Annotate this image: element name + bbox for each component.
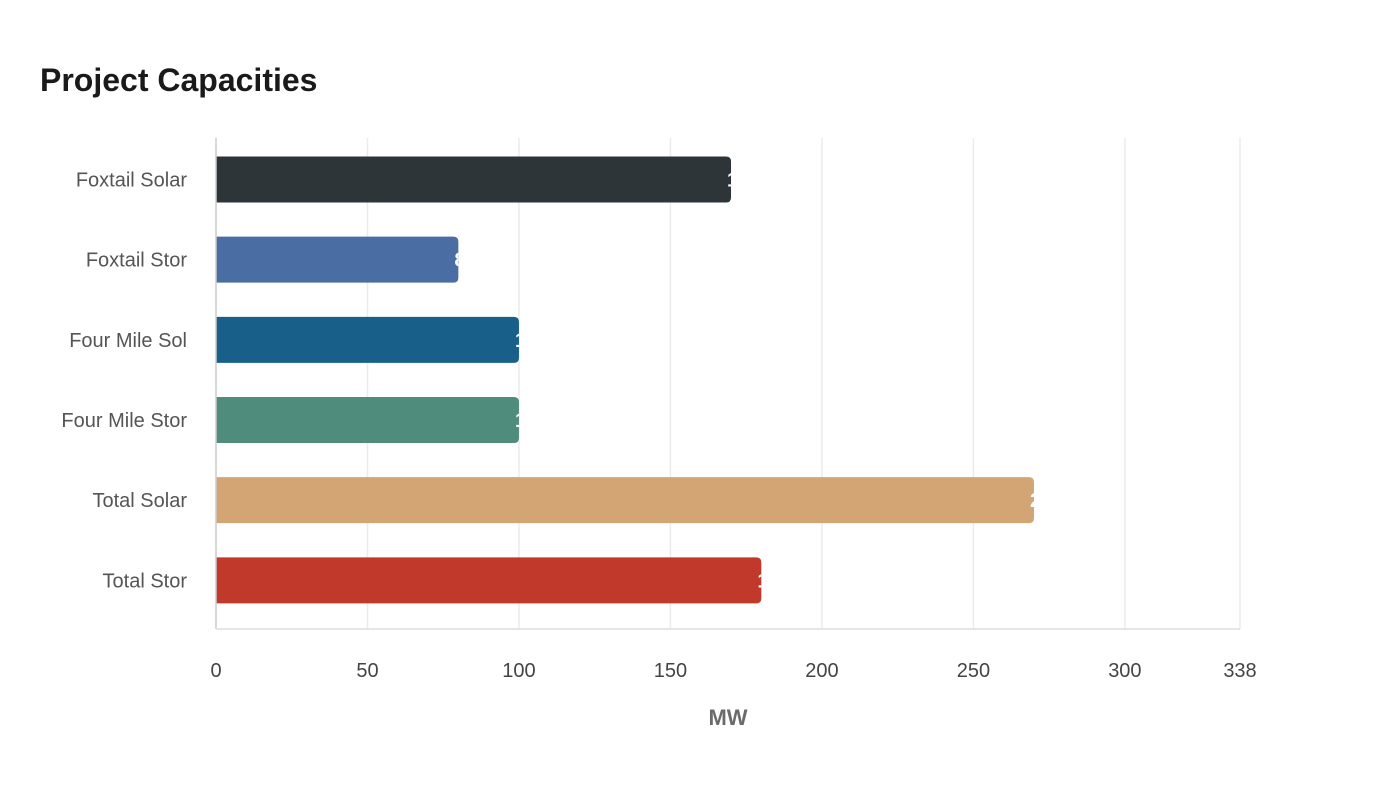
bar-data-label: 100 [515,330,548,352]
axes [215,138,1240,630]
x-axis-title: MW [708,705,747,730]
y-category-label: Four Mile Stor [61,410,187,432]
bar [216,397,519,443]
y-category-label: Total Solar [93,490,188,512]
x-tick-label: 338 [1223,660,1256,682]
x-tick-label: 200 [805,660,838,682]
bar-data-label: 180 [757,570,790,592]
bar [216,156,732,203]
bars [216,156,1034,604]
x-tick-label: 250 [957,660,990,682]
y-category-label: Foxtail Solar [76,170,187,192]
x-tick-label: 150 [654,660,687,682]
chart-title: Project Capacities [40,62,318,98]
bar [216,557,762,604]
bar [216,236,459,283]
y-category-label: Four Mile Sol [69,330,187,352]
y-category-label: Total Stor [103,570,188,592]
bar-data-label: 100 [515,410,548,432]
y-category-label: Foxtail Stor [86,250,187,272]
bar [216,477,1034,524]
bar-data-label: 170 [727,170,760,192]
x-tick-label: 100 [502,660,535,682]
grid-lines [366,138,1241,629]
x-tick-label: 300 [1108,660,1141,682]
bar-data-label: 270 [1030,490,1063,512]
bar [216,316,519,363]
bar-data-label: 80 [454,250,476,272]
x-tick-label: 0 [210,660,221,682]
x-tick-label: 50 [356,660,378,682]
labels: 0 50 100 150 200 250 300 338 170 Foxtail Solar 80 F… [61,170,1256,683]
